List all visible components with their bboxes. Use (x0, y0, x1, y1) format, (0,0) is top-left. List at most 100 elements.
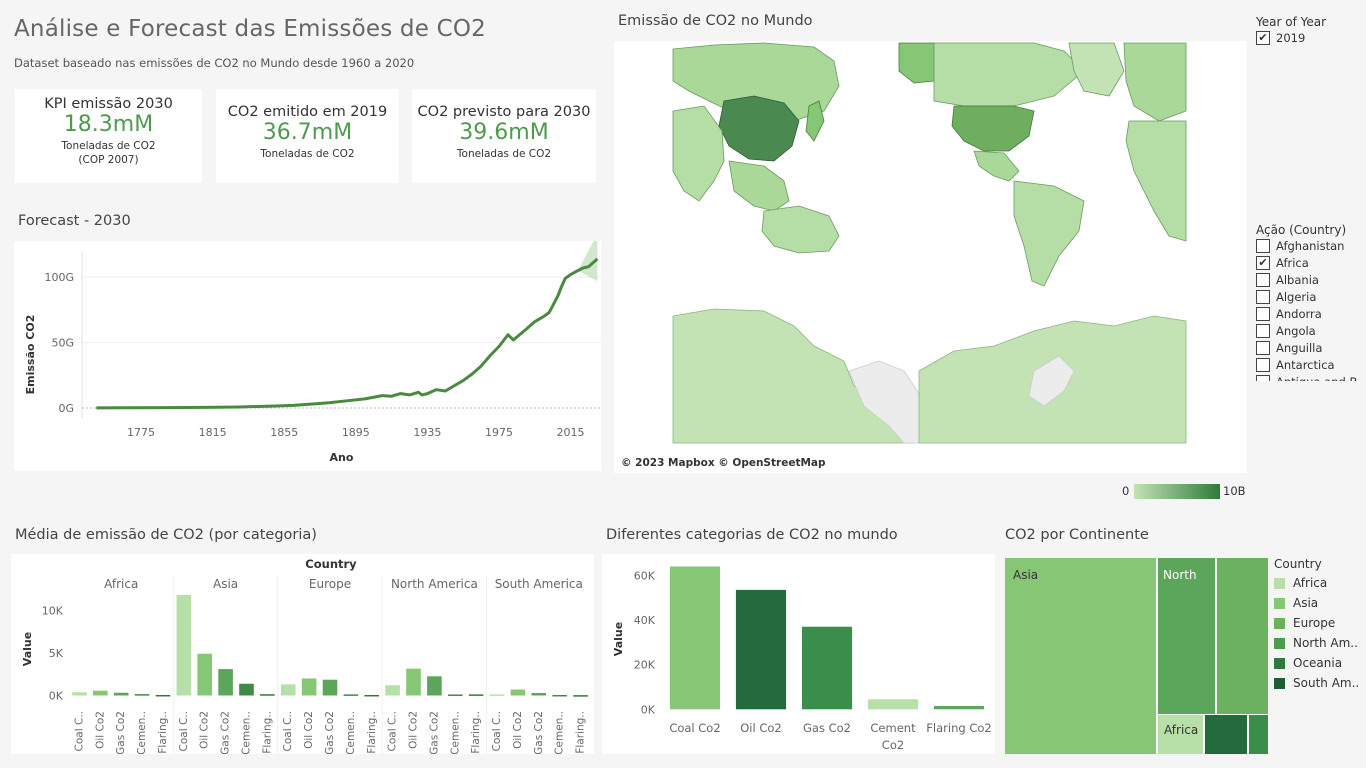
tile-label: Africa (1164, 723, 1199, 737)
legend-item[interactable]: Oceania (1274, 653, 1366, 673)
map-region-canada (933, 42, 1085, 107)
checkbox[interactable] (1256, 272, 1270, 287)
y-tick-label: 0G (58, 402, 74, 415)
map-region-australia (761, 205, 840, 254)
tile-label: North (1163, 568, 1197, 582)
kpi-title: CO2 previsto para 2030 (417, 104, 591, 120)
world-map[interactable] (614, 41, 1247, 473)
country-option-afghanistan[interactable]: Afghanistan (1256, 237, 1366, 254)
country-filter-list[interactable]: Afghanistan ✔ Africa Albania Algeria Andorra A… (1256, 237, 1366, 381)
bar-north-america-0 (385, 685, 400, 696)
legend-item[interactable]: Europe (1274, 613, 1366, 633)
x-tick-label: Gas Co2 (428, 711, 440, 754)
legend-item[interactable]: South Am.. (1274, 673, 1366, 693)
legend-max-label: 10B (1223, 484, 1246, 498)
legend-swatch (1274, 657, 1285, 669)
x-tick-label: Gas Co2 (324, 711, 336, 754)
checkbox[interactable] (1256, 340, 1270, 355)
legend-swatch (1274, 617, 1285, 629)
checkbox[interactable]: ✔ (1256, 255, 1270, 270)
year-filter-option[interactable]: ✔ 2019 (1256, 29, 1366, 46)
category-avg-bar-chart[interactable]: Country 0K 5K 10K Value Africa Coal C.. Oil Co2… (11, 554, 594, 754)
map-region-alaska (898, 42, 935, 84)
bar-asia-3 (239, 683, 254, 696)
country-option-albania[interactable]: Albania (1256, 271, 1366, 288)
country-filter: Ação (Country) Afghanistan ✔ Africa Albania… (1256, 223, 1366, 381)
x-tick-label: Gas Co2 (115, 711, 127, 754)
bar-europe-3 (343, 694, 359, 696)
checkbox[interactable]: ✔ (1256, 30, 1270, 45)
legend-label: Africa (1293, 576, 1328, 590)
continent-legend-title: Country (1274, 557, 1322, 571)
country-option-antigua-and-b-[interactable]: Antigua and B.. (1256, 373, 1366, 381)
x-tick-label: Cemen.. (136, 711, 148, 754)
y-axis-title: Value (612, 622, 625, 656)
country-option-antarctica[interactable]: Antarctica (1256, 356, 1366, 373)
x-tick-label: Flaring.. (575, 711, 587, 754)
map-attribution[interactable]: © 2023 Mapbox © OpenStreetMap (621, 457, 826, 469)
legend-min-label: 0 (1122, 484, 1130, 498)
y-tick-label: 40K (634, 614, 656, 627)
categories-world-panel[interactable]: 0K 20K 40K 60K Value Coal Co2 Oil Co2 Gas Co2 Ce… (602, 554, 995, 754)
checkbox[interactable] (1256, 357, 1270, 372)
bar-africa-2 (113, 692, 129, 696)
checkbox[interactable] (1256, 323, 1270, 338)
country-option-anguilla[interactable]: Anguilla (1256, 339, 1366, 356)
treemap-tile-asia[interactable]: Asia (1005, 558, 1157, 754)
treemap-tile-south-america[interactable] (1249, 715, 1268, 754)
legend-item[interactable]: Africa (1274, 573, 1366, 593)
category-avg-panel[interactable]: Country 0K 5K 10K Value Africa Coal C.. Oil Co2… (11, 554, 594, 754)
treemap-tile-oceania[interactable] (1205, 715, 1248, 754)
country-filter-title: Ação (Country) (1256, 223, 1347, 237)
dashboard-title: Análise e Forecast das Emissões de CO2 (14, 16, 486, 42)
categories-world-bar-chart[interactable]: 0K 20K 40K 60K Value Coal Co2 Oil Co2 Gas Co2 Ce… (602, 554, 995, 754)
bar-cement-co2 (867, 699, 919, 710)
x-tick-label: 2015 (557, 426, 585, 439)
country-option-label: Afghanistan (1276, 238, 1345, 253)
bar-coal-co2 (669, 566, 721, 710)
bar-north-america-2 (427, 676, 442, 696)
legend-item[interactable]: Asia (1274, 593, 1366, 613)
bar-europe-2 (322, 679, 338, 696)
checkbox[interactable] (1256, 289, 1270, 304)
x-tick-label: Cemen.. (240, 711, 252, 754)
country-option-algeria[interactable]: Algeria (1256, 288, 1366, 305)
checkbox[interactable] (1256, 374, 1270, 381)
continent-treemap[interactable]: Asia North Africa (1005, 558, 1268, 754)
forecast-title: Forecast - 2030 (18, 213, 131, 229)
legend-item[interactable]: North Am.. (1274, 633, 1366, 653)
continent-legend-list: Africa Asia Europe North Am.. Oceania South A… (1274, 573, 1366, 693)
forecast-chart-panel[interactable]: 0G 50G 100G 1775 1815 1855 1895 1935 1975 2015 Ano… (14, 241, 601, 471)
y-tick-label: 20K (634, 659, 656, 672)
bar-europe-0 (280, 684, 296, 696)
kpi-unit: Toneladas de CO2 (61, 140, 156, 152)
forecast-line-chart[interactable]: 0G 50G 100G 1775 1815 1855 1895 1935 1975 2015 Ano… (14, 241, 601, 471)
map-region-asia-south (672, 105, 725, 202)
kpi-unit: Toneladas de CO2 (260, 148, 355, 160)
map-region-china (718, 95, 800, 162)
x-tick-label: Flaring.. (261, 711, 273, 754)
x-tick-label: Coal C.. (73, 711, 85, 751)
bar-oil-co2 (735, 589, 787, 710)
legend-swatch (1274, 637, 1285, 649)
treemap-tile-africa[interactable]: Africa (1158, 715, 1204, 754)
checkbox[interactable] (1256, 238, 1270, 253)
map-region-usa (951, 105, 1035, 152)
bar-asia-1 (197, 653, 213, 696)
country-option-andorra[interactable]: Andorra (1256, 305, 1366, 322)
treemap-tile-europe[interactable] (1217, 558, 1268, 714)
x-tick-label: 1935 (413, 426, 441, 439)
y-tick-label: 100G (44, 271, 74, 284)
world-map-panel[interactable]: © 2023 Mapbox © OpenStreetMap (614, 41, 1247, 473)
map-region-antarctica-inner (1028, 355, 1075, 407)
treemap-tile-north-america[interactable]: North (1158, 558, 1216, 714)
bar-north-america-3 (447, 694, 463, 696)
x-tick-label: Flaring.. (470, 711, 482, 754)
x-tick-label: Oil Co2 (94, 711, 106, 749)
country-option-africa[interactable]: ✔ Africa (1256, 254, 1366, 271)
series-line-co2-emission (96, 257, 599, 410)
country-option-label: Andorra (1276, 306, 1322, 321)
bar-flaring-co2 (933, 705, 985, 710)
checkbox[interactable] (1256, 306, 1270, 321)
country-option-angola[interactable]: Angola (1256, 322, 1366, 339)
